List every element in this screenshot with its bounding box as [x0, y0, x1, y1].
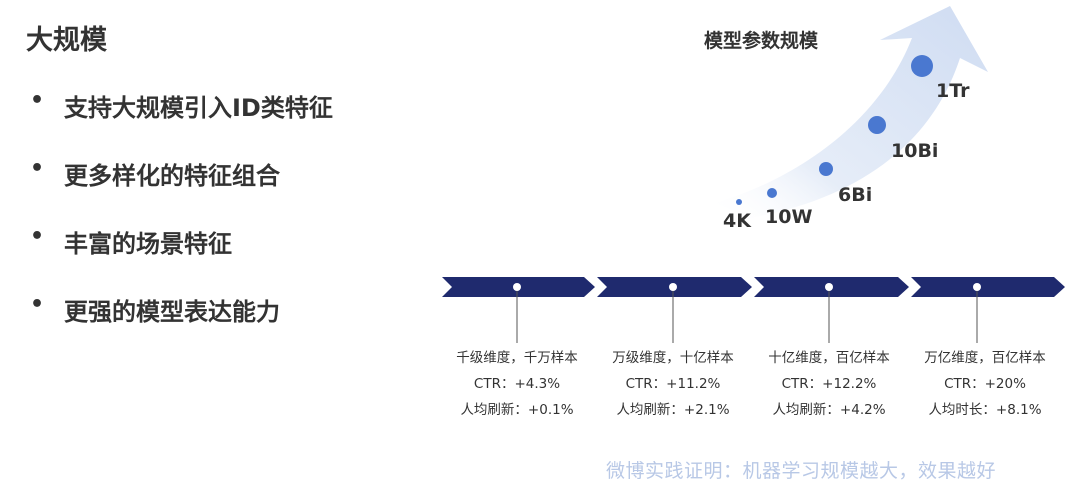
timeline-marker [973, 283, 981, 291]
scale-point [819, 162, 833, 176]
bullet-item: • 更强的模型表达能力 [30, 292, 280, 326]
stage-ctr: CTR：+4.3% [473, 376, 561, 392]
timeline [442, 277, 1065, 297]
stage-ctr: CTR：+11.2% [625, 376, 721, 392]
stage-ctr: CTR：+20% [944, 376, 1026, 392]
stage-dims: 万亿维度，百亿样本 [924, 350, 1046, 366]
timeline-connectors [516, 288, 978, 343]
stage-info: 万亿维度，百亿样本 CTR：+20% 人均时长：+8.1% [906, 345, 1064, 423]
stage-dims: 万级维度，十亿样本 [612, 350, 734, 366]
stage-info: 十亿维度，百亿样本 CTR：+12.2% 人均刷新：+4.2% [750, 345, 908, 423]
bullet-dot-icon: • [30, 88, 45, 113]
bullet-list: • 支持大规模引入ID类特征 • 更多样化的特征组合 • 丰富的场景特征 • 更强的模型… [30, 88, 333, 360]
scale-point [736, 199, 742, 205]
scale-label: 10W [765, 206, 813, 228]
scale-label: 6Bi [838, 184, 873, 206]
bullet-item: • 支持大规模引入ID类特征 [30, 88, 333, 122]
stage-dims: 十亿维度，百亿样本 [768, 350, 890, 366]
scale-label: 4K [723, 210, 751, 232]
stage-metric: 人均刷新：+4.2% [772, 402, 886, 418]
stage-metric: 人均刷新：+2.1% [616, 402, 730, 418]
chart-title: 模型参数规模 [704, 30, 819, 52]
bullet-dot-icon: • [30, 224, 45, 249]
bullet-dot-icon: • [30, 292, 45, 317]
scale-label: 10Bi [891, 140, 939, 162]
timeline-markers [513, 283, 981, 291]
timeline-marker [669, 283, 677, 291]
stage-info: 万级维度，十亿样本 CTR：+11.2% 人均刷新：+2.1% [594, 345, 752, 423]
scale-point [868, 116, 886, 134]
timeline-marker [513, 283, 521, 291]
stage-metric: 人均时长：+8.1% [928, 402, 1042, 418]
stage-metric: 人均刷新：+0.1% [460, 402, 574, 418]
page-title: 大规模 [26, 25, 107, 56]
bullet-item: • 更多样化的特征组合 [30, 156, 280, 190]
bullet-item: • 丰富的场景特征 [30, 224, 232, 258]
bullet-dot-icon: • [30, 156, 45, 181]
stage-info: 千级维度，千万样本 CTR：+4.3% 人均刷新：+0.1% [438, 345, 596, 423]
scale-point [767, 188, 777, 198]
timeline-segment [911, 277, 1065, 297]
scale-label: 1Tr [936, 80, 970, 102]
stage-dims: 千级维度，千万样本 [456, 350, 578, 366]
stage-ctr: CTR：+12.2% [781, 376, 877, 392]
timeline-marker [825, 283, 833, 291]
scale-point [911, 55, 933, 77]
footer-caption: 微博实践证明：机器学习规模越大，效果越好 [606, 460, 997, 482]
